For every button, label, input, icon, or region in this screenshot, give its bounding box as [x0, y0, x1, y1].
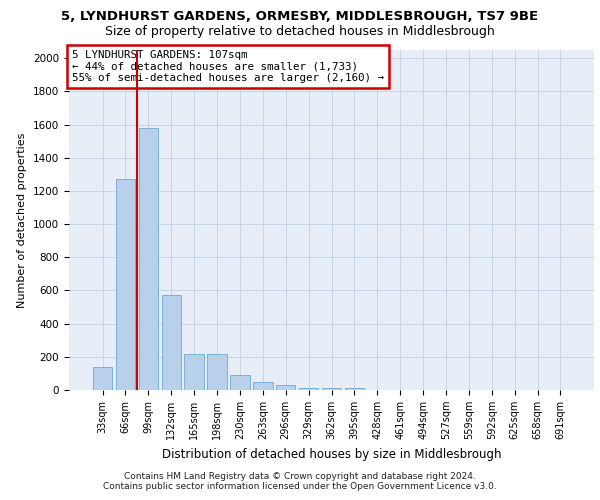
Bar — [116, 180, 135, 390]
Text: Size of property relative to detached houses in Middlesbrough: Size of property relative to detached ho… — [105, 25, 495, 38]
Bar — [322, 388, 341, 390]
Bar — [161, 296, 181, 390]
Bar — [299, 388, 319, 390]
Bar — [344, 388, 364, 390]
Bar — [253, 382, 272, 390]
Text: 5 LYNDHURST GARDENS: 107sqm
← 44% of detached houses are smaller (1,733)
55% of : 5 LYNDHURST GARDENS: 107sqm ← 44% of det… — [71, 50, 383, 83]
Text: 5, LYNDHURST GARDENS, ORMESBY, MIDDLESBROUGH, TS7 9BE: 5, LYNDHURST GARDENS, ORMESBY, MIDDLESBR… — [61, 10, 539, 23]
Bar — [230, 375, 250, 390]
Bar — [184, 354, 204, 390]
Text: Contains HM Land Registry data © Crown copyright and database right 2024.: Contains HM Land Registry data © Crown c… — [124, 472, 476, 481]
Y-axis label: Number of detached properties: Number of detached properties — [17, 132, 28, 308]
Bar — [139, 128, 158, 390]
Bar — [208, 354, 227, 390]
Text: Contains public sector information licensed under the Open Government Licence v3: Contains public sector information licen… — [103, 482, 497, 491]
X-axis label: Distribution of detached houses by size in Middlesbrough: Distribution of detached houses by size … — [162, 448, 501, 460]
Bar — [276, 385, 295, 390]
Bar — [93, 367, 112, 390]
